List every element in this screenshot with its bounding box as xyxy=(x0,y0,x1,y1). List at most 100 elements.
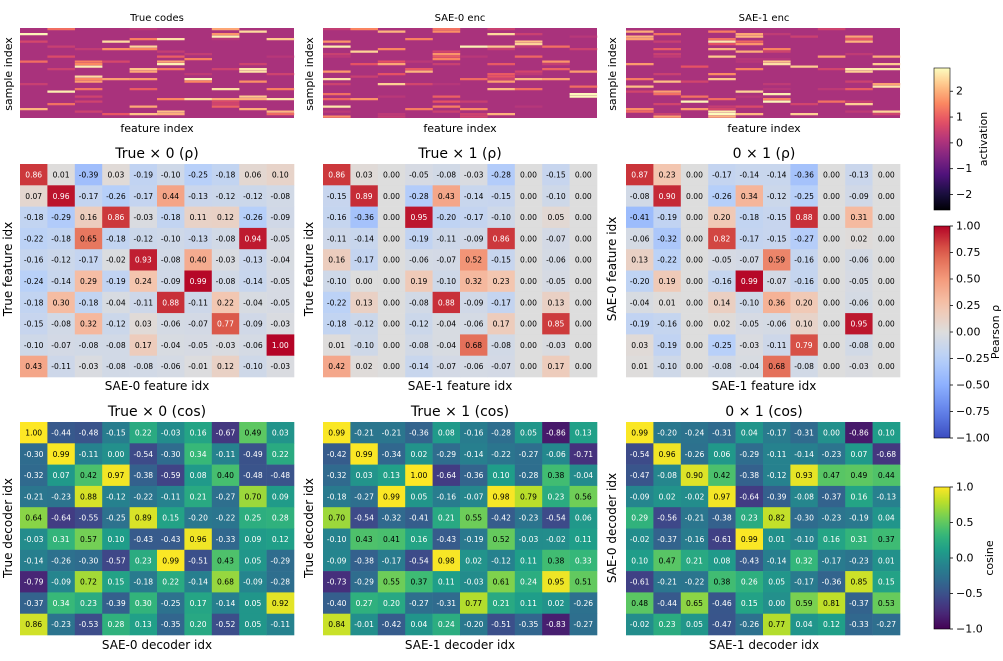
heatmap-cell xyxy=(817,571,846,593)
heatmap-cell xyxy=(20,571,48,593)
heatmap-cell xyxy=(184,291,213,314)
cell-value-label: 0.49 xyxy=(850,471,867,480)
cell-value-label: -0.14 xyxy=(51,277,71,286)
cell-value-label: 0.86 xyxy=(493,234,510,243)
activation-cell xyxy=(20,40,48,43)
heatmap-cell xyxy=(514,164,543,186)
cell-value-label: -0.12 xyxy=(409,320,429,329)
heatmap-cell xyxy=(487,185,516,207)
heatmap-cell xyxy=(817,422,846,444)
cell-value-label: -0.30 xyxy=(79,556,99,565)
cell-value-label: 0.00 xyxy=(878,234,895,243)
cell-value-label: 0.22 xyxy=(217,298,234,307)
activation-cell xyxy=(514,55,543,58)
activation-cell xyxy=(735,35,764,38)
cell-value-label: -0.14 xyxy=(409,362,429,371)
cell-value-label: 0.22 xyxy=(272,450,289,459)
heatmap-cell xyxy=(790,355,819,378)
heatmap-cell xyxy=(680,464,709,487)
heatmap-cell xyxy=(405,249,433,271)
cell-value-label: -0.14 xyxy=(464,192,484,201)
heatmap-cell xyxy=(432,422,461,444)
cell-value-label: -0.16 xyxy=(657,320,677,329)
cell-value-label: -0.26 xyxy=(573,599,593,608)
cell-value-label: 0.13 xyxy=(356,298,373,307)
activation-cell xyxy=(74,48,103,51)
cell-value-label: -0.26 xyxy=(106,192,126,201)
heatmap-cell xyxy=(20,313,48,335)
heatmap-cell xyxy=(211,185,240,207)
cell-value-label: 0.99 xyxy=(631,428,648,437)
cell-value-label: -0.43 xyxy=(161,535,181,544)
cell-value-label: 0.98 xyxy=(493,492,510,501)
cell-value-label: 0.23 xyxy=(659,620,676,629)
cell-value-label: -0.37 xyxy=(822,492,842,501)
cell-value-label: -0.23 xyxy=(51,492,71,501)
activation-cell xyxy=(157,60,185,63)
heatmap-cell xyxy=(790,313,819,335)
cell-value-label: 0.11 xyxy=(575,535,592,544)
heatmap-cell xyxy=(653,422,682,444)
activation-cell xyxy=(47,28,75,31)
heatmap-cell xyxy=(323,249,351,271)
cell-value-label: -0.08 xyxy=(849,341,869,350)
cell-value-label: 0.00 xyxy=(878,362,895,371)
cell-value-label: 0.36 xyxy=(768,298,785,307)
cell-value-label: 0.92 xyxy=(272,599,289,608)
activation-cell xyxy=(129,78,158,81)
cell-value-label: -0.08 xyxy=(794,362,814,371)
cell-value-label: 0.02 xyxy=(547,599,564,608)
colorbar-label: activation xyxy=(977,112,990,167)
cell-value-label: 0.22 xyxy=(162,578,179,587)
heatmap-cell xyxy=(74,355,103,378)
heatmap-cell xyxy=(239,422,267,444)
activation-cell xyxy=(569,70,598,73)
activation-cell xyxy=(708,108,736,111)
heatmap-cell xyxy=(460,528,488,551)
heatmap-cell xyxy=(405,313,433,335)
cell-value-label: -0.08 xyxy=(491,341,511,350)
cell-value-label: 0.33 xyxy=(575,556,592,565)
heatmap-cell xyxy=(680,422,709,444)
cell-value-label: 0.34 xyxy=(741,192,758,201)
heatmap-cell xyxy=(432,164,461,186)
cell-value-label: 0.30 xyxy=(135,599,152,608)
cell-value-label: 0.31 xyxy=(53,535,70,544)
activation-panel-true-codes: True codes feature index sample index xyxy=(2,13,295,135)
cell-value-label: -0.17 xyxy=(794,578,814,587)
cell-value-label: 0.21 xyxy=(438,514,455,523)
heatmap-cell xyxy=(569,528,598,551)
activation-cell xyxy=(157,38,185,41)
activation-cell xyxy=(102,113,130,116)
activation-cell xyxy=(432,110,461,113)
cell-value-label: 0.01 xyxy=(878,556,895,565)
cell-value-label: -0.38 xyxy=(133,471,153,480)
cell-value-label: 0.40 xyxy=(190,256,207,265)
activation-cell xyxy=(763,33,791,36)
heatmap-cell xyxy=(20,613,48,636)
heatmap-cell xyxy=(74,206,103,229)
cell-value-label: 0.30 xyxy=(53,298,70,307)
activation-cell xyxy=(157,63,185,66)
cell-value-label: -0.29 xyxy=(51,213,71,222)
cell-value-label: 0.00 xyxy=(383,192,400,201)
cell-value-label: -0.16 xyxy=(327,213,347,222)
heatmap-cell xyxy=(74,507,103,529)
activation-cell xyxy=(653,115,681,118)
heatmap-cell xyxy=(20,291,48,314)
activation-cell xyxy=(680,95,709,98)
cell-value-label: 0.00 xyxy=(823,298,840,307)
activation-cell xyxy=(626,110,654,113)
cell-value-label: 0.59 xyxy=(796,599,813,608)
heatmap-cell xyxy=(626,270,654,293)
heatmap-cell xyxy=(266,185,295,207)
heatmap-cell xyxy=(157,464,185,487)
heatmap-cell xyxy=(653,164,682,186)
heatmap-cell xyxy=(735,443,764,465)
heatmap-cell xyxy=(74,485,103,508)
cell-value-label: -0.36 xyxy=(822,578,842,587)
heatmap-cell xyxy=(542,206,570,229)
colorbar-tick-label: 2 xyxy=(956,85,963,98)
heatmap-cell xyxy=(350,185,379,207)
cell-value-label: 0.00 xyxy=(520,298,537,307)
